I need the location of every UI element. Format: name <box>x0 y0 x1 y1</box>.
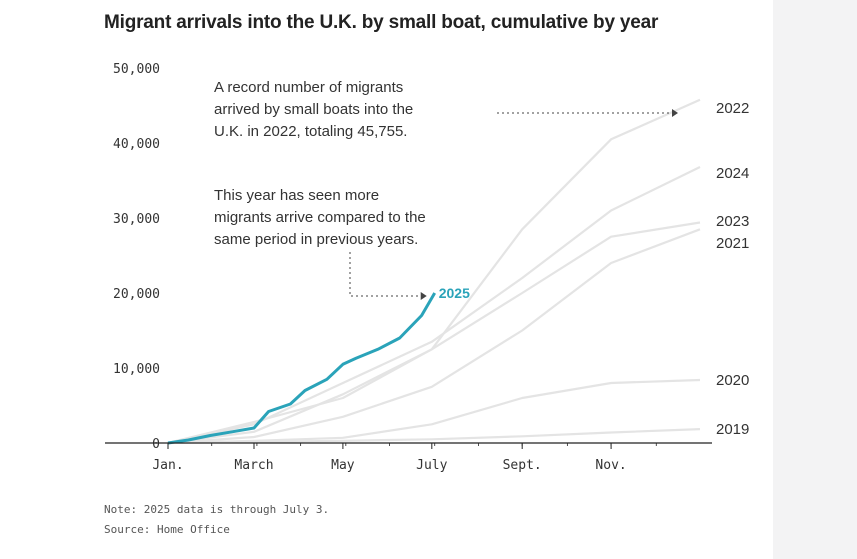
line-chart: 0 10,000 20,000 30,000 40,000 50,000 Jan. Marc… <box>105 62 750 473</box>
annotation-record-line: U.K. in 2022, totaling 45,755. <box>214 123 407 140</box>
series-label-2022: 2022 <box>716 100 749 117</box>
footnote: Note: 2025 data is through July 3. <box>104 503 330 516</box>
chart-title: Migrant arrivals into the U.K. by small … <box>104 12 659 33</box>
x-tick-label: July <box>416 458 447 473</box>
series-labels: 2019 2020 2021 2022 2023 2024 2025 <box>439 100 750 438</box>
leader-arrow-2025 <box>420 292 427 300</box>
y-tick-label: 40,000 <box>113 137 160 152</box>
y-tick-label: 0 <box>152 437 160 452</box>
series-line-2021 <box>167 228 701 445</box>
series-line-2023 <box>167 221 701 445</box>
series-label-2024: 2024 <box>716 165 749 182</box>
y-axis: 0 10,000 20,000 30,000 40,000 50,000 <box>113 62 160 452</box>
annotation-record-line: arrived by small boats into the <box>214 101 413 118</box>
chart-figure: Migrant arrivals into the U.K. by small … <box>104 12 750 536</box>
x-axis: Jan. March May July Sept. Nov. <box>105 442 712 473</box>
series-label-2023: 2023 <box>716 213 749 230</box>
y-tick-label: 10,000 <box>113 362 160 377</box>
leader-2025 <box>349 252 421 297</box>
series-line-2024 <box>167 166 701 445</box>
annotations: A record number of migrants arrived by sm… <box>214 79 678 300</box>
annotation-this-year-line: same period in previous years. <box>214 231 418 248</box>
x-tick-label: Sept. <box>503 458 542 473</box>
y-tick-label: 30,000 <box>113 212 160 227</box>
series-label-2019: 2019 <box>716 421 749 438</box>
series-line-2020 <box>167 378 701 445</box>
series-label-2021: 2021 <box>716 235 749 252</box>
series-label-2020: 2020 <box>716 372 749 389</box>
source-note: Source: Home Office <box>104 523 230 536</box>
x-tick-label: March <box>234 458 273 473</box>
series-line-2025 <box>167 292 436 445</box>
annotation-record-line: A record number of migrants <box>214 79 403 96</box>
x-tick-label: Jan. <box>152 458 183 473</box>
side-panel <box>773 0 857 559</box>
series-lines <box>167 98 701 445</box>
y-tick-label: 50,000 <box>113 62 160 77</box>
x-tick-label: May <box>331 458 355 473</box>
annotation-this-year-line: This year has seen more <box>214 187 379 204</box>
series-label-2025: 2025 <box>439 285 470 301</box>
series-line-2022 <box>167 98 701 445</box>
leader-arrow-2022 <box>672 109 678 117</box>
x-tick-label: Nov. <box>595 458 626 473</box>
annotation-this-year-line: migrants arrive compared to the <box>214 209 426 226</box>
y-tick-label: 20,000 <box>113 287 160 302</box>
